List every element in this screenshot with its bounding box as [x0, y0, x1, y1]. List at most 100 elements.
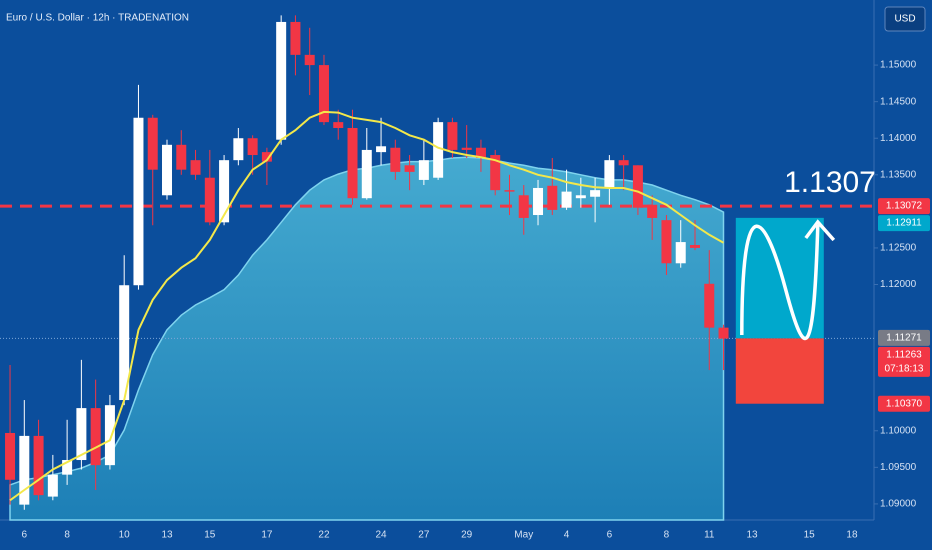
x-tick-label: 8 [64, 530, 70, 541]
candle-body [233, 138, 244, 161]
candle-body [404, 165, 415, 172]
projection-arrow [804, 219, 836, 242]
candle-body [5, 432, 16, 480]
x-tick-label: 15 [204, 530, 216, 541]
x-tick-label: 6 [607, 530, 613, 541]
x-tick-label: 10 [119, 530, 131, 541]
candle-body [490, 155, 501, 191]
candle-body [675, 242, 686, 264]
candle-body [689, 245, 700, 248]
x-tick-label: 8 [664, 530, 670, 541]
candle-body [661, 220, 672, 264]
candle-body [647, 204, 658, 218]
candle-body [447, 122, 458, 150]
x-tick-label: 27 [418, 530, 430, 541]
y-tick-label: 1.15000 [880, 60, 917, 71]
candle-body [475, 147, 486, 158]
projection-wave [740, 224, 820, 341]
candle-body [632, 165, 643, 208]
x-tick-label: 13 [161, 530, 173, 541]
candle-body [347, 127, 358, 199]
candle-body [504, 190, 515, 192]
candle-body [276, 21, 287, 140]
candle-body [390, 147, 401, 172]
candle-body [618, 160, 629, 166]
x-tick-label: 18 [846, 530, 858, 541]
price-label-box [878, 198, 930, 215]
candle-body [575, 195, 586, 199]
x-tick-label: 11 [704, 530, 715, 541]
x-tick-label: 17 [261, 530, 273, 541]
symbol-title: Euro / U.S. Dollar · 12h · TRADENATION [6, 13, 189, 24]
y-tick-label: 1.14500 [880, 96, 917, 107]
price-label-box [878, 215, 930, 232]
candle-body [433, 122, 444, 178]
projection-box [735, 217, 824, 339]
y-tick-label: 1.09500 [880, 462, 917, 473]
price-label-box [878, 329, 930, 346]
candle-body [704, 283, 715, 328]
candle-body [162, 144, 173, 196]
candle-body [47, 474, 58, 497]
projection-box [735, 338, 824, 404]
candle-body [318, 65, 329, 123]
price-label: 1.12911 [886, 218, 922, 229]
candle-body [62, 460, 73, 475]
candle-body [261, 152, 272, 162]
candle-body [219, 160, 230, 223]
candle-body [418, 160, 429, 180]
candle-body [604, 160, 615, 188]
countdown: 07:18:13 [885, 363, 924, 374]
x-tick-label: May [514, 530, 533, 541]
candle-body [333, 122, 344, 128]
candle-body [290, 21, 301, 55]
price-label-box [878, 395, 930, 412]
x-tick-label: 4 [564, 530, 570, 541]
ma-line [9, 110, 724, 502]
price-label: 1.11263 [886, 349, 922, 360]
x-tick-label: 24 [375, 530, 387, 541]
candle-body [361, 149, 372, 199]
candle-body [590, 190, 601, 197]
candle-body [561, 191, 572, 208]
candle-body [547, 185, 558, 210]
candle-body [204, 177, 215, 223]
y-tick-label: 1.12000 [880, 279, 917, 290]
candle-body [147, 117, 158, 170]
currency-label: USD [894, 14, 915, 25]
candle-body [176, 144, 187, 170]
x-tick-label: 22 [318, 530, 330, 541]
target-label: 1.1307 [784, 166, 876, 199]
y-tick-label: 1.14000 [880, 133, 917, 144]
candle-body [104, 405, 115, 466]
y-tick-label: 1.09000 [880, 499, 917, 510]
candle-body [461, 147, 472, 150]
price-label-box [878, 346, 930, 377]
candle-body [119, 285, 130, 401]
price-label: 1.13072 [886, 201, 923, 212]
candle-body [304, 54, 315, 66]
candle-body [76, 408, 87, 461]
candle-body [90, 408, 101, 466]
candle-body [190, 160, 201, 175]
candle-body [19, 435, 30, 505]
candle-body [718, 327, 729, 339]
x-tick-label: 15 [804, 530, 816, 541]
candle-body [518, 195, 529, 218]
y-tick-label: 1.13500 [880, 169, 917, 180]
candle-body [247, 138, 258, 156]
y-tick-label: 1.10000 [880, 425, 917, 436]
currency-button[interactable] [884, 6, 926, 32]
x-tick-label: 6 [22, 530, 28, 541]
candle-body [33, 435, 44, 496]
price-label: 1.11271 [886, 332, 922, 343]
x-tick-label: 13 [747, 530, 759, 541]
x-tick-label: 29 [461, 530, 473, 541]
y-tick-label: 1.12500 [880, 243, 917, 254]
price-label: 1.10370 [886, 398, 923, 409]
candle-body [376, 146, 387, 153]
candle-body [133, 117, 144, 286]
candle-body [533, 187, 544, 216]
